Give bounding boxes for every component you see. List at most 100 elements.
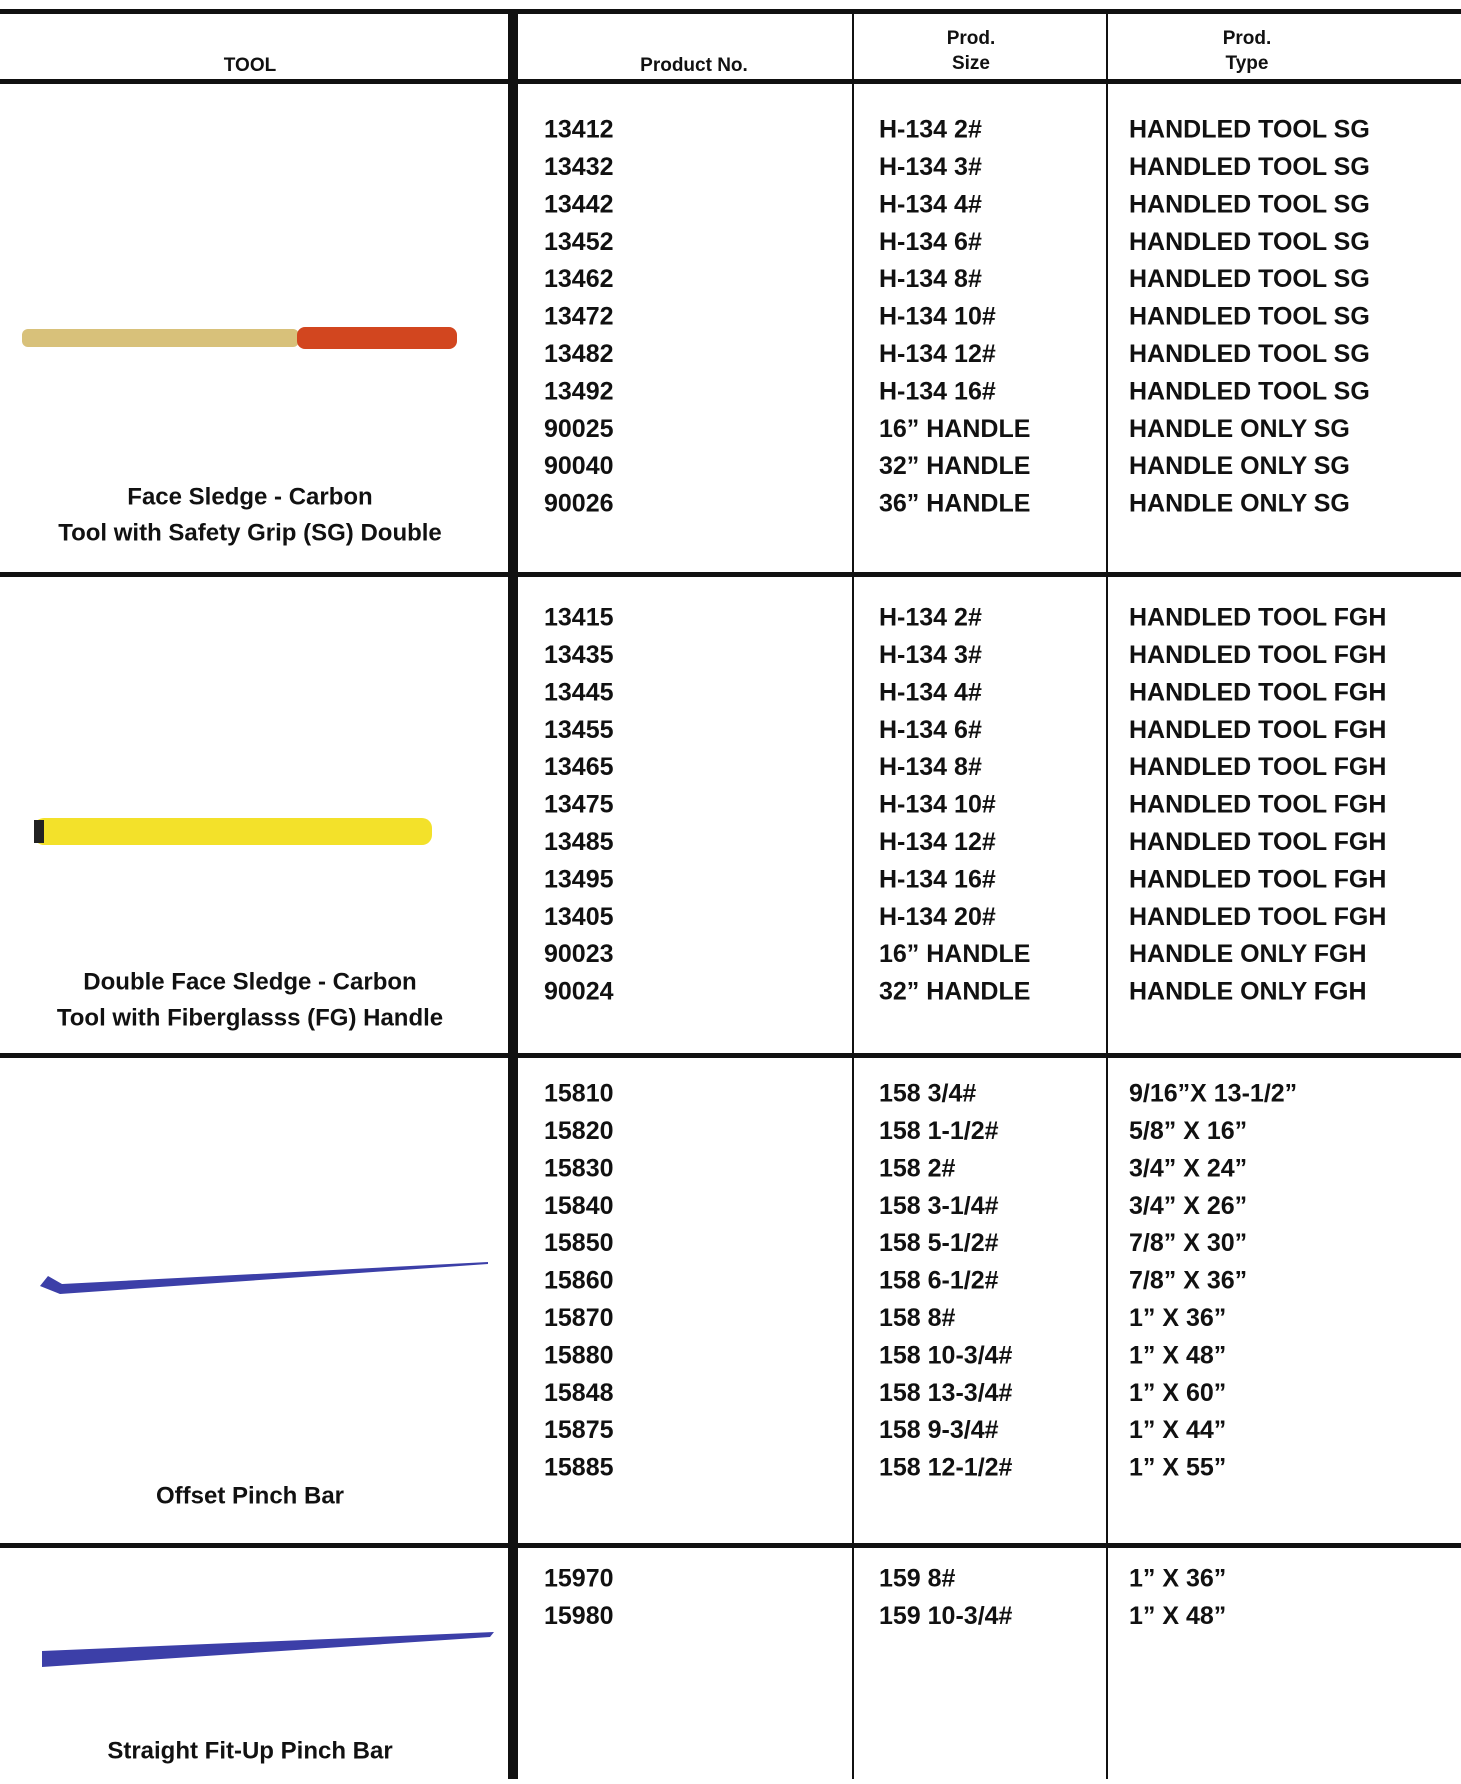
product-size: 16” HANDLE [879, 415, 1030, 443]
column-header: Size [952, 53, 990, 74]
product-no: 13442 [544, 190, 614, 218]
product-no: 90026 [544, 490, 614, 518]
product-no: 15850 [544, 1229, 614, 1257]
product-type: HANDLE ONLY FGH [1129, 978, 1367, 1006]
product-no: 13445 [544, 678, 614, 706]
product-type: 1” X 55” [1129, 1454, 1226, 1482]
product-size: H-134 12# [879, 340, 996, 368]
product-no: 15820 [544, 1117, 614, 1145]
product-size: 158 3-1/4# [879, 1192, 999, 1220]
product-size: 159 10-3/4# [879, 1602, 1013, 1630]
product-no: 13475 [544, 791, 614, 819]
product-no: 13472 [544, 303, 614, 331]
product-size: 158 9-3/4# [879, 1416, 999, 1444]
column-header: TOOL [224, 55, 277, 76]
column-header: Prod. [1223, 28, 1272, 49]
product-size: 158 8# [879, 1304, 956, 1332]
product-type: HANDLED TOOL SG [1129, 153, 1370, 181]
product-type: HANDLED TOOL FGH [1129, 865, 1386, 893]
product-no: 15870 [544, 1304, 614, 1332]
product-no: 15840 [544, 1192, 614, 1220]
product-type: HANDLE ONLY FGH [1129, 940, 1367, 968]
product-size: 32” HANDLE [879, 978, 1030, 1006]
product-no: 15830 [544, 1154, 614, 1182]
product-no: 13465 [544, 753, 614, 781]
product-type: HANDLED TOOL SG [1129, 228, 1370, 256]
product-size: H-134 8# [879, 753, 982, 781]
product-size: 158 5-1/2# [879, 1229, 999, 1257]
product-size: 32” HANDLE [879, 452, 1030, 480]
product-no: 13432 [544, 153, 614, 181]
product-no: 15970 [544, 1565, 614, 1593]
product-size: 36” HANDLE [879, 490, 1030, 518]
product-size: H-134 4# [879, 678, 982, 706]
product-type: 3/4” X 26” [1129, 1192, 1247, 1220]
product-type: 7/8” X 36” [1129, 1267, 1247, 1295]
product-type: HANDLED TOOL FGH [1129, 604, 1386, 632]
product-type: 5/8” X 16” [1129, 1117, 1247, 1145]
header-rule [0, 79, 1461, 84]
column-rule [508, 9, 518, 1779]
product-no: 15848 [544, 1379, 614, 1407]
product-no: 15885 [544, 1454, 614, 1482]
product-type: 1” X 36” [1129, 1304, 1226, 1332]
product-no: 90040 [544, 452, 614, 480]
section-rule [0, 1053, 1461, 1058]
product-size: H-134 2# [879, 116, 982, 144]
product-size: 158 6-1/2# [879, 1267, 999, 1295]
product-no: 13455 [544, 716, 614, 744]
product-type: HANDLED TOOL FGH [1129, 903, 1386, 931]
tool-caption: Straight Fit-Up Pinch Bar [107, 1737, 392, 1764]
product-size: 158 3/4# [879, 1080, 976, 1108]
tool-caption: Face Sledge - Carbon [127, 483, 372, 510]
column-header: Prod. [947, 28, 996, 49]
product-no: 15810 [544, 1080, 614, 1108]
column-rule [852, 9, 854, 1779]
tool-caption: Tool with Fiberglasss (FG) Handle [57, 1004, 443, 1031]
product-size: H-134 10# [879, 303, 996, 331]
product-no: 13482 [544, 340, 614, 368]
product-size: H-134 2# [879, 604, 982, 632]
product-no: 13492 [544, 377, 614, 405]
product-type: HANDLED TOOL FGH [1129, 791, 1386, 819]
product-no: 13435 [544, 641, 614, 669]
product-no: 13452 [544, 228, 614, 256]
product-type: HANDLED TOOL SG [1129, 303, 1370, 331]
tool-caption: Double Face Sledge - Carbon [83, 968, 416, 995]
product-no: 13412 [544, 116, 614, 144]
product-no: 13495 [544, 865, 614, 893]
product-type: HANDLED TOOL FGH [1129, 716, 1386, 744]
product-type: 1” X 44” [1129, 1416, 1226, 1444]
product-size: H-134 4# [879, 190, 982, 218]
top-rule [0, 9, 1461, 14]
sledge-sg-image [22, 327, 457, 349]
product-no: 90025 [544, 415, 614, 443]
product-type: 1” X 48” [1129, 1602, 1226, 1630]
tool-caption: Tool with Safety Grip (SG) Double [58, 519, 442, 546]
product-size: 158 13-3/4# [879, 1379, 1013, 1407]
product-size: 158 2# [879, 1154, 956, 1182]
section-rule [0, 572, 1461, 577]
product-type: 1” X 36” [1129, 1565, 1226, 1593]
product-no: 15860 [544, 1267, 614, 1295]
product-no: 90024 [544, 978, 614, 1006]
product-type: 3/4” X 24” [1129, 1154, 1247, 1182]
sledge-fg-image [34, 818, 432, 845]
product-size: H-134 6# [879, 716, 982, 744]
offset-pinch-bar-image [40, 1262, 488, 1294]
product-size: H-134 3# [879, 641, 982, 669]
product-size: H-134 12# [879, 828, 996, 856]
product-size: H-134 16# [879, 377, 996, 405]
product-type: HANDLE ONLY SG [1129, 490, 1350, 518]
product-type: 9/16”X 13-1/2” [1129, 1080, 1297, 1108]
product-size: H-134 3# [879, 153, 982, 181]
product-type: 1” X 48” [1129, 1341, 1226, 1369]
product-size: 158 12-1/2# [879, 1454, 1013, 1482]
product-size: H-134 20# [879, 903, 996, 931]
product-type: HANDLED TOOL SG [1129, 265, 1370, 293]
product-size: 158 10-3/4# [879, 1341, 1013, 1369]
product-type: HANDLED TOOL FGH [1129, 753, 1386, 781]
product-no: 13415 [544, 604, 614, 632]
product-type: HANDLED TOOL FGH [1129, 828, 1386, 856]
product-no: 13485 [544, 828, 614, 856]
